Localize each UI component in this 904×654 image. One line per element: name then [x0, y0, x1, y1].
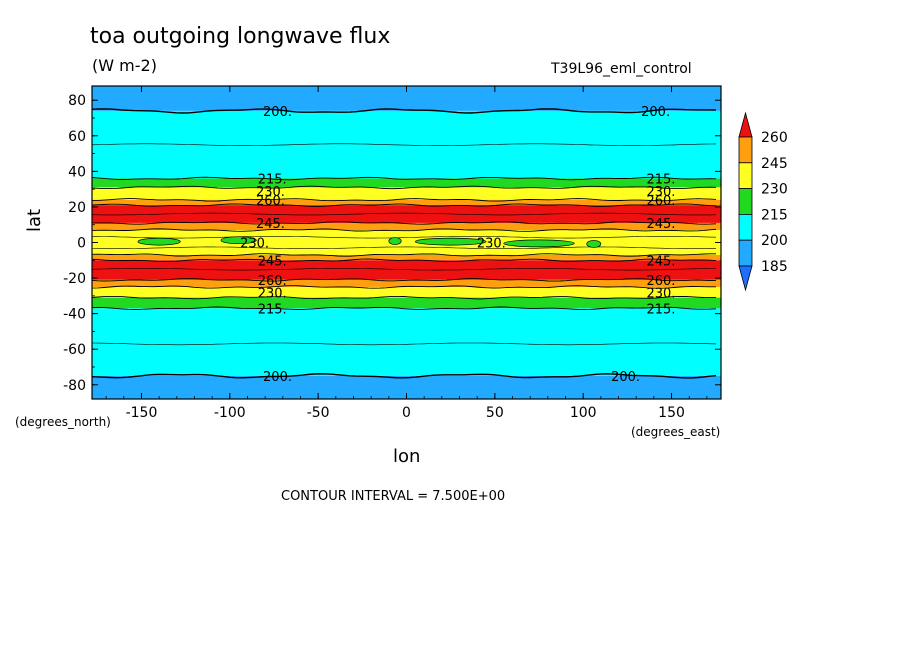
contour-label: 245. — [646, 217, 675, 232]
colorbar-label: 200 — [761, 233, 788, 249]
x-tick-label: -100 — [214, 405, 246, 421]
band-11 — [92, 286, 721, 298]
x-tick-label: -150 — [126, 405, 158, 421]
x-tick-label: -50 — [307, 405, 330, 421]
x-tick-label: 50 — [486, 405, 504, 421]
contour-label: 245. — [256, 217, 285, 232]
band-13 — [92, 308, 721, 376]
green-island-0 — [137, 237, 181, 246]
contour-line-5 — [91, 221, 717, 225]
x-axis-units: (degrees_east) — [631, 425, 721, 439]
y-tick-label: -20 — [63, 271, 86, 287]
contour-minor-1 — [91, 342, 717, 346]
y-tick-label: 60 — [68, 129, 86, 145]
colorbar-segment — [738, 136, 753, 164]
contour-line-10 — [91, 285, 716, 289]
contour-label: 200. — [611, 370, 640, 385]
dataset-label: T39L96_eml_control — [551, 61, 692, 77]
contour-line-6 — [91, 228, 717, 232]
contour-minor-0 — [91, 143, 717, 146]
contour-label: 230. — [256, 185, 285, 200]
contour-label: 230. — [477, 237, 506, 252]
contour-minor-3 — [91, 268, 717, 271]
green-island-4 — [503, 239, 575, 248]
contour-label: 215. — [646, 172, 675, 187]
y-tick-label: 80 — [68, 93, 86, 109]
colorbar-label: 215 — [761, 207, 788, 223]
band-2 — [92, 178, 721, 188]
contour-minor-5 — [91, 246, 717, 249]
x-axis-label: lon — [393, 446, 421, 467]
contour-label: 230. — [646, 185, 675, 200]
contour-label: 200. — [263, 105, 292, 120]
colorbar-label: 230 — [761, 182, 788, 198]
y-tick-label: -80 — [63, 378, 86, 394]
colorbar-bottom-arrow — [738, 265, 753, 292]
y-tick-label: 0 — [77, 236, 86, 252]
contour-minor-2 — [91, 212, 717, 216]
chart-units: (W m-2) — [92, 56, 157, 75]
x-tick-label: 150 — [658, 405, 685, 421]
contour-line-0 — [91, 108, 717, 114]
band-6 — [92, 222, 721, 231]
contour-line-7 — [91, 253, 716, 257]
contour-label: 230. — [646, 286, 675, 301]
contour-label: 200. — [263, 370, 292, 385]
colorbar-segment — [738, 213, 753, 241]
contour-line-8 — [91, 258, 717, 263]
colorbar-segment — [738, 188, 753, 215]
band-12 — [92, 297, 721, 309]
contour-label: 245. — [646, 254, 675, 269]
contour-label: 200. — [641, 105, 670, 120]
contour-label: 260. — [256, 194, 285, 209]
colorbar-label: 260 — [761, 130, 788, 146]
contour-label: 215. — [646, 302, 675, 317]
y-tick-label: -60 — [63, 342, 86, 358]
contour-label: 215. — [258, 302, 287, 317]
band-4 — [92, 199, 721, 206]
y-axis-units: (degrees_north) — [15, 415, 111, 429]
band-7 — [92, 230, 721, 255]
band-9 — [92, 260, 721, 280]
y-tick-label: 20 — [68, 200, 86, 216]
contour-line-4 — [91, 203, 717, 207]
contour-label: 260. — [258, 274, 287, 289]
contour-line-13 — [91, 373, 717, 379]
contour-line-12 — [91, 306, 717, 311]
x-tick-label: 100 — [570, 405, 597, 421]
contour-label: 215. — [258, 172, 287, 187]
contour-line-2 — [91, 185, 717, 190]
colorbar-segment — [738, 239, 753, 267]
colorbar-label: 185 — [761, 259, 788, 275]
contour-minor-4 — [91, 236, 717, 239]
contour-label: 245. — [258, 254, 287, 269]
contour-label: 260. — [646, 194, 675, 209]
contour-line-9 — [91, 278, 717, 282]
green-island-2 — [388, 237, 402, 245]
contour-line-1 — [91, 176, 717, 181]
x-tick-label: 0 — [402, 405, 411, 421]
y-tick-label: -40 — [63, 307, 86, 323]
band-14 — [92, 375, 721, 399]
band-8 — [92, 254, 721, 261]
green-island-3 — [414, 237, 487, 246]
contour-line-3 — [92, 198, 717, 202]
contour-label: 230. — [240, 237, 269, 252]
contour-interval-text: CONTOUR INTERVAL = 7.500E+00 — [281, 489, 506, 504]
contour-label: 230. — [258, 286, 287, 301]
chart-title: toa outgoing longwave flux — [90, 24, 391, 49]
band-3 — [92, 187, 721, 200]
green-island-5 — [586, 240, 602, 248]
colorbar-segment — [738, 162, 753, 190]
green-island-1 — [220, 236, 257, 245]
band-5 — [92, 205, 721, 223]
contour-line-11 — [91, 295, 716, 300]
y-tick-label: 40 — [68, 164, 86, 180]
band-10 — [92, 279, 721, 287]
contour-label: 260. — [646, 274, 675, 289]
colorbar-top-arrow — [738, 111, 753, 138]
colorbar-label: 245 — [761, 156, 788, 172]
